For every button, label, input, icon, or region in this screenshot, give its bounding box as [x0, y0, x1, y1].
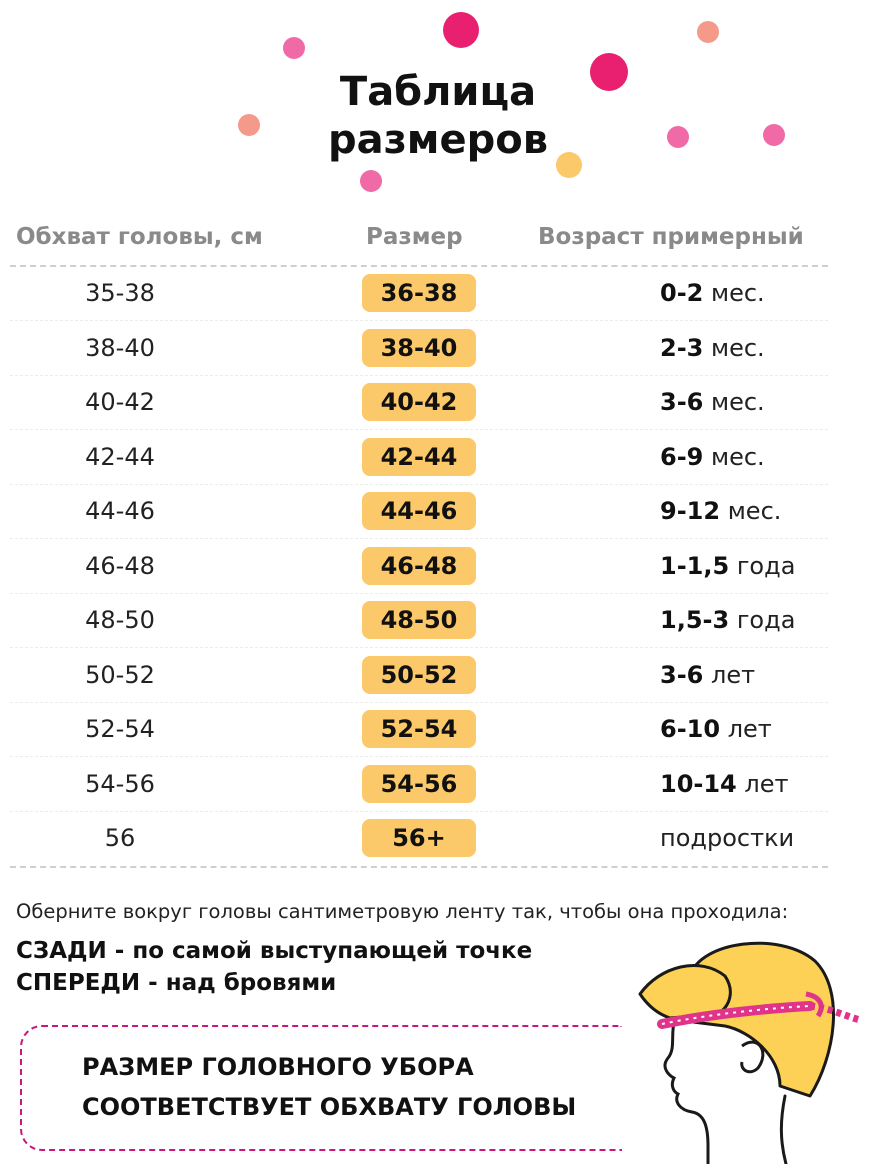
circumference-cell: 40-42	[85, 388, 155, 416]
circumference-cell: 38-40	[85, 334, 155, 362]
confetti-dot-icon	[667, 126, 689, 148]
age-range: 9-12	[660, 497, 721, 525]
age-cell: подростки	[660, 811, 794, 865]
instruction-intro: Оберните вокруг головы сантиметровую лен…	[16, 900, 789, 923]
instruction-back: СЗАДИ - по самой выступающей точке	[16, 938, 533, 964]
confetti-dot-icon	[697, 21, 719, 43]
circumference-cell: 42-44	[85, 443, 155, 471]
age-unit: подростки	[660, 824, 795, 852]
row-divider	[10, 484, 828, 485]
age-range: 1,5-3	[660, 606, 730, 634]
header-circumference: Обхват головы, см	[16, 224, 263, 250]
row-divider	[10, 593, 828, 594]
size-badge: 54-56	[362, 765, 476, 803]
size-badge: 50-52	[362, 656, 476, 694]
age-range: 6-10	[660, 715, 721, 743]
age-unit: лет	[703, 661, 756, 689]
age-unit: мес.	[703, 443, 765, 471]
age-range: 3-6	[660, 661, 704, 689]
size-badge: 40-42	[362, 383, 476, 421]
circumference-cell: 54-56	[85, 770, 155, 798]
age-range: 2-3	[660, 334, 704, 362]
circumference-cell: 46-48	[85, 552, 155, 580]
size-badge: 42-44	[362, 438, 476, 476]
table-row: 50-52 50-52 3-6 лет	[0, 648, 876, 702]
header-divider	[10, 265, 828, 267]
row-divider	[10, 647, 828, 648]
confetti-dot-icon	[283, 37, 305, 59]
circumference-cell: 50-52	[85, 661, 155, 689]
age-unit: года	[729, 552, 796, 580]
size-badge: 44-46	[362, 492, 476, 530]
circumference-cell: 56	[104, 824, 136, 852]
age-range: 1-1,5	[660, 552, 730, 580]
age-cell: 3-6 лет	[660, 648, 755, 702]
instruction-front: СПЕРЕДИ - над бровями	[16, 970, 337, 996]
age-range: 10-14	[660, 770, 737, 798]
age-cell: 0-2 мес.	[660, 266, 765, 320]
row-divider	[10, 320, 828, 321]
size-badge: 38-40	[362, 329, 476, 367]
header-age: Возраст примерный	[538, 224, 804, 250]
title-line-2: размеров	[327, 117, 549, 163]
age-cell: 10-14 лет	[660, 757, 788, 811]
child-head-measuring-tape-icon	[638, 941, 861, 1164]
note-line-1: РАЗМЕР ГОЛОВНОГО УБОРА	[82, 1053, 474, 1081]
row-divider	[10, 811, 828, 812]
age-unit: мес.	[703, 279, 765, 307]
row-divider	[10, 702, 828, 703]
title-line-1: Таблица	[339, 69, 537, 115]
confetti-dot-icon	[443, 12, 479, 48]
table-row: 46-48 46-48 1-1,5 года	[0, 539, 876, 593]
size-badge: 46-48	[362, 547, 476, 585]
age-unit: лет	[736, 770, 789, 798]
table-row: 44-46 44-46 9-12 мес.	[0, 484, 876, 538]
note-box	[20, 1025, 622, 1151]
circumference-cell: 44-46	[85, 497, 155, 525]
age-cell: 6-10 лет	[660, 702, 772, 756]
age-range: 6-9	[660, 443, 704, 471]
table-row: 52-54 52-54 6-10 лет	[0, 702, 876, 756]
circumference-cell: 48-50	[85, 606, 155, 634]
age-unit: лет	[720, 715, 772, 743]
size-badge: 52-54	[362, 710, 476, 748]
table-row: 48-50 48-50 1,5-3 года	[0, 593, 876, 647]
age-range: 3-6	[660, 388, 704, 416]
table-row: 40-42 40-42 3-6 мес.	[0, 375, 876, 429]
table-row: 56 56+ подростки	[0, 811, 876, 865]
confetti-dot-icon	[763, 124, 785, 146]
row-divider	[10, 538, 828, 539]
row-divider	[10, 375, 828, 376]
confetti-dot-icon	[556, 152, 582, 178]
circumference-cell: 35-38	[85, 279, 155, 307]
age-cell: 6-9 мес.	[660, 430, 765, 484]
age-cell: 9-12 мес.	[660, 484, 781, 538]
age-unit: мес.	[703, 334, 765, 362]
age-unit: мес.	[720, 497, 782, 525]
size-badge: 36-38	[362, 274, 476, 312]
size-badge: 48-50	[362, 601, 476, 639]
note-line-2: СООТВЕТСТВУЕТ ОБХВАТУ ГОЛОВЫ	[82, 1093, 577, 1121]
row-divider	[10, 756, 828, 757]
size-badge: 56+	[362, 819, 476, 857]
table-row: 38-40 38-40 2-3 мес.	[0, 321, 876, 375]
confetti-dot-icon	[590, 53, 628, 91]
age-unit: года	[729, 606, 796, 634]
age-unit: мес.	[703, 388, 765, 416]
header-size: Размер	[366, 224, 463, 250]
age-cell: 1,5-3 года	[660, 593, 795, 647]
row-divider	[10, 429, 828, 430]
confetti-dot-icon	[238, 114, 260, 136]
age-cell: 2-3 мес.	[660, 321, 765, 375]
table-bottom-divider	[10, 866, 828, 868]
table-row: 54-56 54-56 10-14 лет	[0, 757, 876, 811]
circumference-cell: 52-54	[85, 715, 155, 743]
table-row: 42-44 42-44 6-9 мес.	[0, 430, 876, 484]
age-cell: 3-6 мес.	[660, 375, 765, 429]
age-cell: 1-1,5 года	[660, 539, 795, 593]
confetti-dot-icon	[360, 170, 382, 192]
page-title: Таблица размеров	[0, 68, 876, 164]
age-range: 0-2	[660, 279, 704, 307]
table-row: 35-38 36-38 0-2 мес.	[0, 266, 876, 320]
